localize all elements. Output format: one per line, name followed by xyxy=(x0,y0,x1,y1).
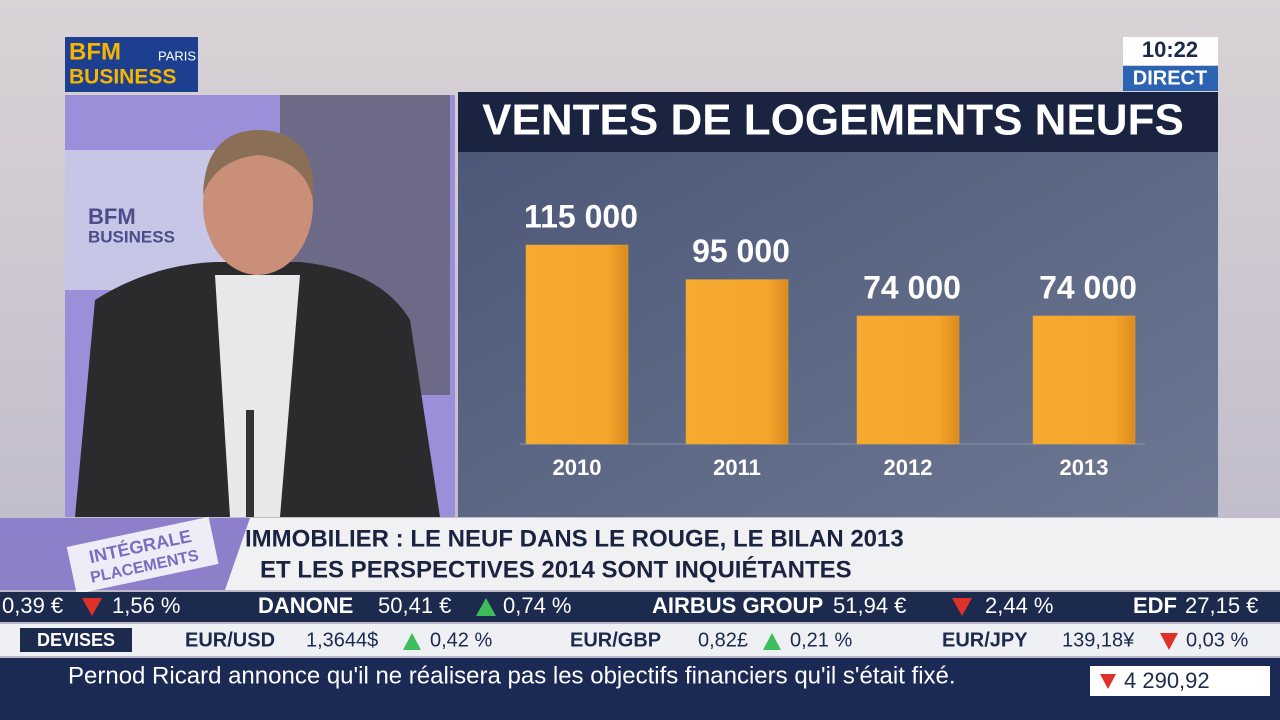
stock-price: 50,41 € xyxy=(378,593,451,618)
value-label: 95 000 xyxy=(692,233,790,269)
down-arrow xyxy=(1100,674,1116,689)
down-arrow xyxy=(82,598,102,616)
studio-logo: BFM xyxy=(88,204,136,229)
currency-rate: 0,82£ xyxy=(698,629,748,651)
currency-rate: 139,18¥ xyxy=(1062,629,1135,651)
up-arrow xyxy=(476,598,496,616)
chart: 115 000 2010 95 000 2011 74 000 2012 74 000 201… xyxy=(520,198,1145,480)
stock-change: 1,56 % xyxy=(112,593,181,618)
clock-time: 10:22 xyxy=(1142,37,1198,62)
stock-price: 0,39 € xyxy=(2,593,63,618)
index-box xyxy=(1090,666,1270,696)
up-arrow xyxy=(763,633,781,650)
stock-price: 51,94 € xyxy=(833,593,906,618)
currency-pair: EUR/USD xyxy=(185,629,275,651)
chart-title: VENTES DE LOGEMENTS NEUFS xyxy=(482,96,1184,145)
currency-pair: EUR/JPY xyxy=(942,629,1028,651)
currency-change: 0,42 % xyxy=(430,629,492,651)
logo-box xyxy=(65,37,198,92)
direct-label: DIRECT xyxy=(1133,67,1207,89)
stock-price: 27,15 € xyxy=(1185,593,1258,618)
currency-rate: 1,3644$ xyxy=(306,629,378,651)
logo-channel: BUSINESS xyxy=(69,66,176,89)
direct-box xyxy=(1123,66,1218,91)
person-shirt xyxy=(215,275,300,517)
value-label: 115 000 xyxy=(524,198,638,234)
bar xyxy=(1032,315,1136,445)
bar xyxy=(856,315,960,445)
index-value: 4 290,92 xyxy=(1124,668,1210,693)
currency-label: DEVISES xyxy=(37,630,115,650)
currency-change: 0,03 % xyxy=(1186,629,1248,651)
person-hair xyxy=(203,130,314,200)
x-tick-label: 2011 xyxy=(713,455,761,480)
chart-title-bar xyxy=(458,92,1218,152)
person-head xyxy=(203,135,313,275)
microphone xyxy=(246,410,254,517)
bar xyxy=(525,244,629,445)
up-arrow xyxy=(403,633,421,650)
studio-logo: BUSINESS xyxy=(88,227,175,246)
headline: IMMOBILIER : LE NEUF DANS LE ROUGE, LE B… xyxy=(245,525,904,552)
currency-label-box xyxy=(20,628,132,652)
stock-change: 2,44 % xyxy=(985,593,1054,618)
stock-name: EDF xyxy=(1133,593,1177,618)
program-tag-box xyxy=(66,516,219,595)
logo-brand: BFM xyxy=(69,38,121,65)
news-crawl xyxy=(0,658,1280,720)
news-text: Pernod Ricard annonce qu'il ne réalisera… xyxy=(68,662,956,689)
currency-ticker xyxy=(0,624,1280,656)
currency-pair: EUR/GBP xyxy=(570,629,661,651)
currency-change: 0,21 % xyxy=(790,629,852,651)
x-tick-label: 2012 xyxy=(884,455,933,480)
stock-name: AIRBUS GROUP xyxy=(652,593,823,618)
bar xyxy=(685,279,789,445)
value-label: 74 000 xyxy=(863,269,961,305)
x-tick-label: 2010 xyxy=(553,455,602,480)
logo-city: PARIS xyxy=(158,48,196,63)
stock-ticker xyxy=(0,592,1280,622)
x-tick-label: 2013 xyxy=(1060,455,1109,480)
down-arrow xyxy=(952,598,972,616)
value-label: 74 000 xyxy=(1039,269,1137,305)
headline: ET LES PERSPECTIVES 2014 SONT INQUIÉTANT… xyxy=(260,555,852,583)
stock-change: 0,74 % xyxy=(503,593,572,618)
down-arrow xyxy=(1160,633,1178,650)
clock-box xyxy=(1123,37,1218,65)
stock-name: DANONE xyxy=(258,593,353,618)
